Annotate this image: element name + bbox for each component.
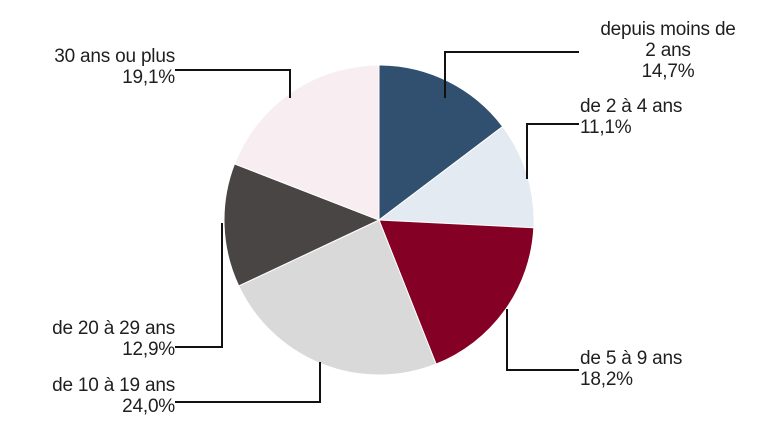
slice-depuis-moins-de-2-ans-leader-line — [444, 51, 579, 98]
slice-de-10-a-19-ans — [238, 219, 437, 376]
slice-30-ans-ou-plus-category: 30 ans ou plus — [54, 46, 175, 67]
slice-de-10-a-19-ans-category: de 10 à 19 ans — [52, 375, 175, 396]
slice-depuis-moins-de-2-ans-value: 14,7% — [642, 61, 695, 82]
slice-de-10-a-19-ans-leader-line — [175, 362, 321, 403]
slice-de-5-a-9-ans-leader-line — [506, 309, 579, 371]
slice-30-ans-ou-plus — [233, 64, 380, 221]
slice-de-20-a-29-ans-category: de 20 à 29 ans — [52, 318, 175, 339]
slice-30-ans-ou-plus-leader-line — [175, 69, 291, 98]
slice-de-2-a-4-ans-category: de 2 à 4 ans — [580, 96, 682, 117]
slice-de-20-a-29-ans-label: de 20 à 29 ans 12,9% — [52, 318, 175, 360]
slice-de-10-a-19-ans-label: de 10 à 19 ans 24,0% — [52, 375, 175, 417]
slice-de-5-a-9-ans-label: de 5 à 9 ans 18,2% — [580, 348, 682, 390]
slice-de-5-a-9-ans-category: de 5 à 9 ans — [580, 348, 682, 369]
slice-depuis-moins-de-2-ans-label: depuis moins de 2 ans 14,7% — [600, 19, 735, 82]
slice-de-2-a-4-ans-value: 11,1% — [580, 117, 632, 138]
slice-labels: depuis moins de 2 ans 14,7% de 2 à 4 ans 11,… — [52, 19, 736, 417]
slice-30-ans-ou-plus-label: 30 ans ou plus 19,1% — [54, 46, 175, 88]
slice-de-20-a-29-ans — [223, 163, 381, 287]
slice-de-2-a-4-ans-label: de 2 à 4 ans 11,1% — [580, 96, 682, 138]
slice-depuis-moins-de-2-ans-category: 2 ans — [645, 40, 690, 61]
slice-de-10-a-19-ans-value: 24,0% — [122, 396, 175, 417]
slice-de-20-a-29-ans-leader-line — [175, 223, 223, 348]
slice-de-20-a-29-ans-value: 12,9% — [122, 339, 175, 360]
slice-30-ans-ou-plus-value: 19,1% — [122, 67, 175, 88]
slice-depuis-moins-de-2-ans — [378, 64, 504, 222]
slice-depuis-moins-de-2-ans-category: depuis moins de — [600, 19, 735, 40]
leader-lines — [175, 51, 579, 403]
slice-de-2-a-4-ans-leader-line — [526, 123, 579, 179]
pie-slices — [223, 64, 535, 376]
slice-de-5-a-9-ans — [378, 219, 535, 365]
slice-de-5-a-9-ans-value: 18,2% — [580, 369, 633, 390]
